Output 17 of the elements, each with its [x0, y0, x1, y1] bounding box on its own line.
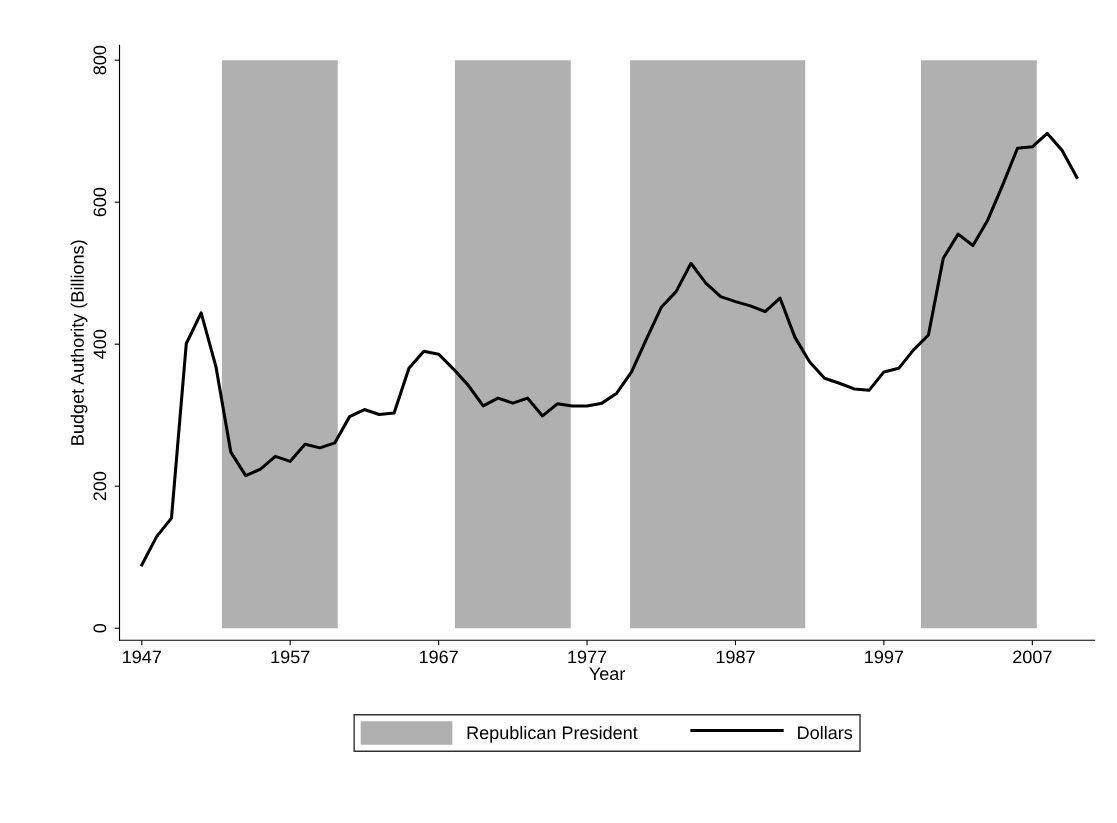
x-tick-label: 2007: [1013, 650, 1052, 664]
legend-label: Dollars: [798, 725, 853, 740]
y-tick-label: 200: [93, 471, 107, 501]
x-tick-label: 1987: [716, 650, 755, 664]
x-axis-title: Year: [589, 667, 626, 681]
y-tick-label: 600: [93, 187, 107, 217]
x-tick-label: 1967: [419, 650, 458, 664]
y-tick-label: 0: [93, 623, 107, 633]
x-tick-label: 1947: [123, 650, 161, 664]
y-tick-label: 800: [93, 45, 107, 75]
x-tick-label: 1977: [568, 650, 607, 664]
x-tick-label: 1997: [865, 650, 904, 664]
legend-label: Republican President: [467, 725, 638, 743]
line-series: [140, 131, 1079, 567]
x-tick-label: 1957: [271, 650, 310, 664]
y-tick-label: 400: [93, 329, 107, 359]
y-axis-title: Budget Authority (Billions): [70, 240, 88, 445]
